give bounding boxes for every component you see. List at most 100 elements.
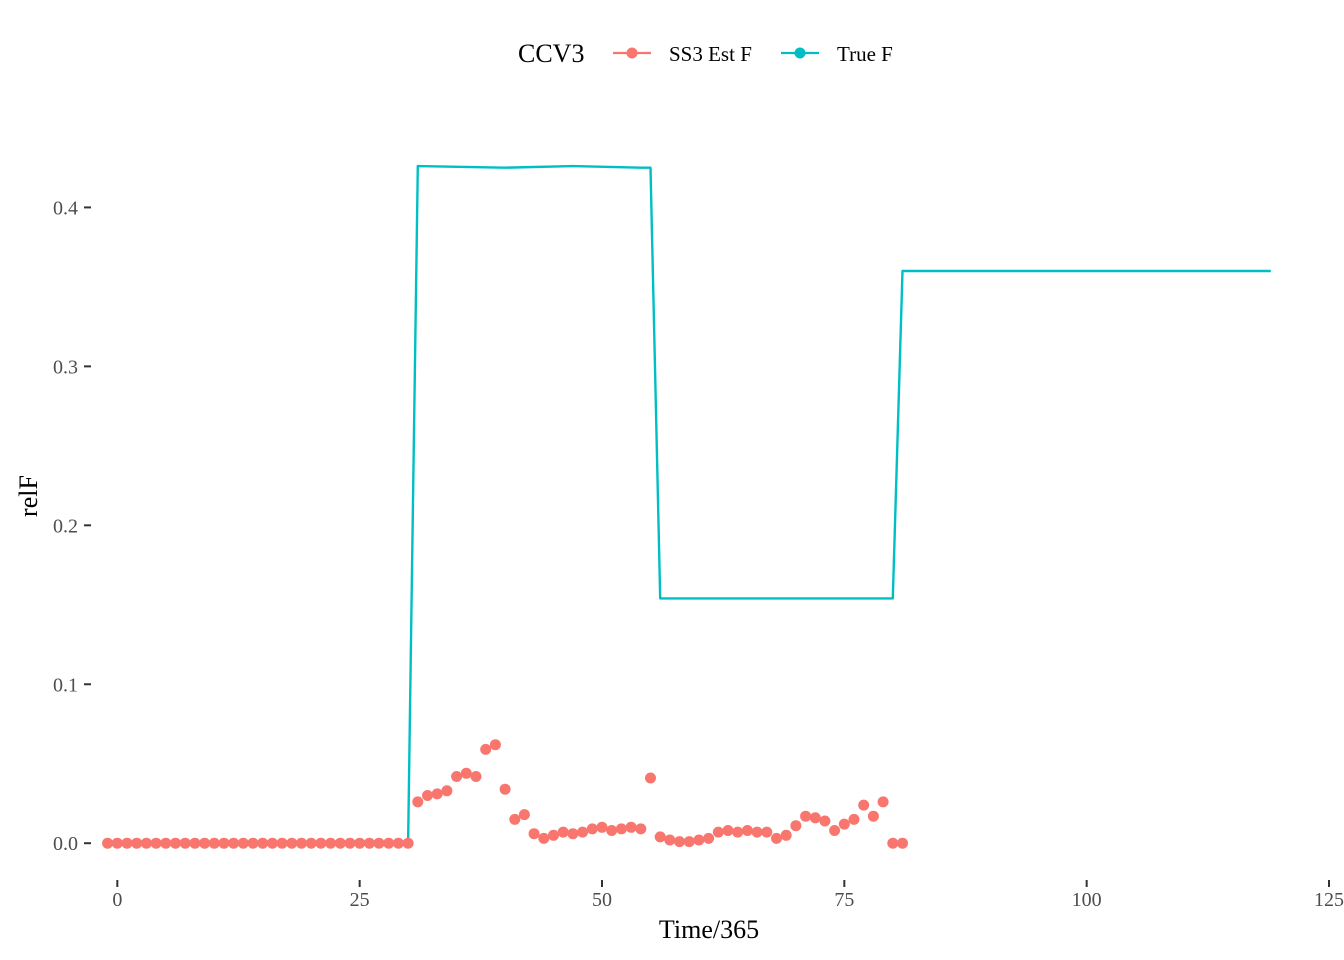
- ss3-est-f-point: [431, 788, 443, 800]
- y-tick-label: 0.0: [53, 833, 78, 855]
- ss3-est-f-point: [499, 783, 511, 795]
- ss3-est-f-point: [800, 810, 812, 822]
- ss3-est-f-point: [829, 825, 841, 836]
- x-tick-label: 50: [592, 889, 612, 911]
- ss3-est-f-point: [276, 837, 288, 849]
- y-axis: 0.0 0.1 0.2 0.3 0.4: [53, 197, 91, 855]
- legend-title: CCV3: [518, 39, 584, 68]
- legend-key-point: [626, 47, 638, 59]
- ss3-est-f-point: [460, 767, 472, 779]
- ss3-est-f-point: [480, 743, 492, 755]
- y-axis-title: relF: [14, 475, 43, 517]
- ss3-est-f-point: [257, 837, 269, 849]
- ss3-est-f-point: [809, 812, 821, 824]
- ss3-est-f-point: [140, 837, 152, 849]
- ss3-est-f-point: [392, 837, 404, 849]
- ss3-est-f-point: [741, 825, 753, 836]
- true-f-line: [406, 164, 1271, 844]
- ss3-est-f-point: [179, 837, 191, 849]
- y-tick-label: 0.2: [53, 515, 78, 537]
- x-tick-label: 25: [350, 889, 370, 911]
- x-tick-label: 0: [112, 889, 122, 911]
- ss3-est-f-point: [518, 809, 530, 821]
- ss3-est-f-point: [751, 826, 763, 838]
- ss3-est-f-point: [780, 829, 792, 841]
- plot-area: [102, 164, 1271, 849]
- ss3-est-f-point: [509, 813, 521, 825]
- ss3-est-f-point: [402, 837, 414, 849]
- ss3-est-f-point: [170, 837, 181, 849]
- ss3-est-f-point: [848, 813, 860, 825]
- ss3-est-f-point: [674, 836, 685, 848]
- ss3-est-f-point: [199, 837, 211, 849]
- series-true-f: [406, 164, 1271, 844]
- ss3-est-f-point: [305, 837, 317, 849]
- series-ss3-est-f: [102, 739, 908, 849]
- legend-entry-true-f: True F: [781, 42, 893, 66]
- ss3-est-f-point: [819, 815, 831, 827]
- ss3-est-f-point: [664, 834, 676, 846]
- legend: CCV3 SS3 Est F True F: [518, 39, 893, 68]
- ss3-est-f-point: [363, 837, 375, 849]
- ss3-est-f-point: [412, 796, 424, 808]
- ss3-est-f-point: [325, 837, 337, 849]
- ss3-est-f-point: [111, 837, 123, 849]
- ss3-est-f-point: [189, 837, 201, 849]
- ss3-est-f-point: [286, 837, 298, 849]
- ss3-est-f-point: [703, 832, 715, 844]
- ss3-est-f-point: [441, 785, 453, 797]
- ss3-est-f-point: [635, 823, 647, 835]
- ss3-est-f-point: [654, 831, 666, 843]
- ss3-est-f-point: [567, 828, 579, 840]
- legend-label-true-f: True F: [837, 42, 893, 66]
- ss3-est-f-point: [150, 837, 162, 849]
- ss3-est-f-point: [451, 771, 463, 782]
- y-tick-label: 0.3: [53, 356, 78, 378]
- ss3-est-f-point: [838, 818, 850, 830]
- ss3-est-f-point: [732, 826, 744, 838]
- ss3-est-f-point: [266, 837, 278, 849]
- y-tick-label: 0.4: [53, 197, 78, 219]
- ss3-est-f-point: [538, 832, 550, 844]
- ss3-est-f-point: [712, 826, 724, 838]
- ss3-est-f-point: [577, 826, 589, 838]
- ss3-est-f-point: [247, 837, 259, 849]
- ss3-est-f-point: [131, 837, 143, 849]
- ss3-est-f-point: [683, 836, 695, 848]
- ss3-est-f-point: [528, 828, 540, 840]
- ss3-est-f-point: [208, 837, 220, 849]
- ss3-est-f-point: [422, 790, 433, 801]
- ss3-est-f-point: [354, 837, 366, 849]
- ss3-est-f-point: [344, 837, 356, 849]
- x-tick-label: 125: [1314, 889, 1344, 911]
- legend-entry-ss3-est-f: SS3 Est F: [613, 42, 752, 66]
- ss3-est-f-point: [470, 771, 482, 782]
- ss3-est-f-point: [586, 823, 598, 835]
- x-axis-title: Time/365: [659, 915, 759, 944]
- ss3-est-f-point: [489, 739, 501, 751]
- x-tick-label: 75: [834, 889, 854, 911]
- ss3-est-f-point: [383, 837, 395, 849]
- y-tick-label: 0.1: [53, 674, 78, 696]
- ss3-est-f-point: [334, 837, 346, 849]
- ss3-est-f-point: [121, 837, 133, 849]
- x-tick-label: 100: [1072, 889, 1102, 911]
- ss3-est-f-point: [557, 826, 569, 838]
- legend-label-ss3-est-f: SS3 Est F: [669, 42, 752, 66]
- ss3-est-f-point: [790, 820, 802, 832]
- ss3-est-f-point: [160, 837, 172, 849]
- ss3-est-f-point: [615, 823, 627, 835]
- ss3-est-f-point: [218, 837, 230, 849]
- ss3-est-f-point: [877, 796, 889, 808]
- ss3-est-f-point: [228, 837, 240, 849]
- ss3-est-f-point: [887, 837, 899, 849]
- ss3-est-f-point: [625, 821, 637, 833]
- ss3-est-f-point: [548, 829, 559, 841]
- ss3-est-f-point: [645, 772, 656, 784]
- ss3-est-f-point: [237, 837, 249, 849]
- ss3-est-f-point: [315, 837, 327, 849]
- legend-key-point: [794, 47, 806, 59]
- ss3-est-f-point: [858, 799, 870, 811]
- ss3-est-f-point: [606, 825, 618, 836]
